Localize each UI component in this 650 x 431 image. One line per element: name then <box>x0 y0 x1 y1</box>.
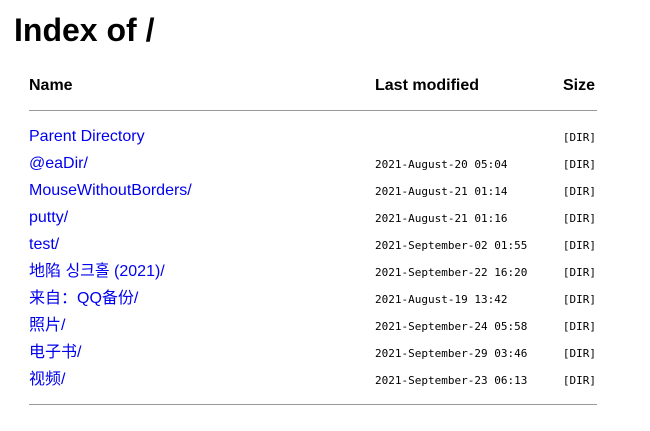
directory-link[interactable]: 来自：QQ备份/ <box>29 290 139 307</box>
page-title: Index of / <box>14 12 155 48</box>
last-modified: 2021-September-02 01:55 <box>375 239 528 252</box>
size: [DIR] <box>562 158 596 171</box>
last-modified: 2021-September-29 03:46 <box>375 347 528 360</box>
directory-link[interactable]: 地陷 싱크홀 (2021)/ <box>29 263 165 280</box>
last-modified: 2021-August-19 13:42 <box>375 293 508 306</box>
directory-link[interactable]: MouseWithoutBorders/ <box>29 182 192 199</box>
table-row: 来自：QQ备份/2021-August-19 13:42 [DIR] <box>0 289 650 316</box>
table-row: test/2021-September-02 01:55 [DIR] <box>0 235 650 262</box>
header-divider <box>29 110 597 111</box>
table-row: @eaDir/2021-August-20 05:04 [DIR] <box>0 154 650 181</box>
footer-divider <box>29 404 597 405</box>
size: [DIR] <box>562 212 596 225</box>
parent-directory-link[interactable]: Parent Directory <box>29 128 145 145</box>
directory-link[interactable]: 电子书/ <box>29 344 82 361</box>
last-modified: 2021-August-21 01:16 <box>375 212 508 225</box>
table-row: 电子书/2021-September-29 03:46 [DIR] <box>0 343 650 370</box>
table-row: 照片/2021-September-24 05:58 [DIR] <box>0 316 650 343</box>
size: [DIR] <box>562 347 596 360</box>
last-modified: 2021-August-21 01:14 <box>375 185 508 198</box>
directory-link[interactable]: 视频/ <box>29 371 66 388</box>
size: [DIR] <box>562 320 596 333</box>
column-header-name: Name <box>29 77 73 94</box>
directory-link[interactable]: @eaDir/ <box>29 155 88 172</box>
directory-link[interactable]: 照片/ <box>29 317 66 334</box>
table-row: 地陷 싱크홀 (2021)/ 2021-September-22 16:20 [DI… <box>0 262 650 289</box>
table-row: Parent Directory [DIR] <box>0 127 650 154</box>
size: [DIR] <box>562 266 596 279</box>
directory-link[interactable]: test/ <box>29 236 60 253</box>
directory-link[interactable]: putty/ <box>29 209 69 226</box>
size: [DIR] <box>562 293 596 306</box>
column-header-last-modified: Last modified <box>375 77 480 94</box>
last-modified: 2021-September-23 06:13 <box>375 374 528 387</box>
table-row: MouseWithoutBorders/2021-August-21 01:14… <box>0 181 650 208</box>
size: [DIR] <box>562 374 596 387</box>
last-modified: 2021-August-20 05:04 <box>375 158 508 171</box>
last-modified: 2021-September-24 05:58 <box>375 320 528 333</box>
last-modified: 2021-September-22 16:20 <box>375 266 528 279</box>
size: [DIR] <box>562 185 596 198</box>
size: [DIR] <box>562 131 596 144</box>
table-row: putty/2021-August-21 01:16 [DIR] <box>0 208 650 235</box>
column-header-size: Size <box>563 77 596 94</box>
size: [DIR] <box>562 239 596 252</box>
table-row: 视频/2021-September-23 06:13 [DIR] <box>0 370 650 397</box>
